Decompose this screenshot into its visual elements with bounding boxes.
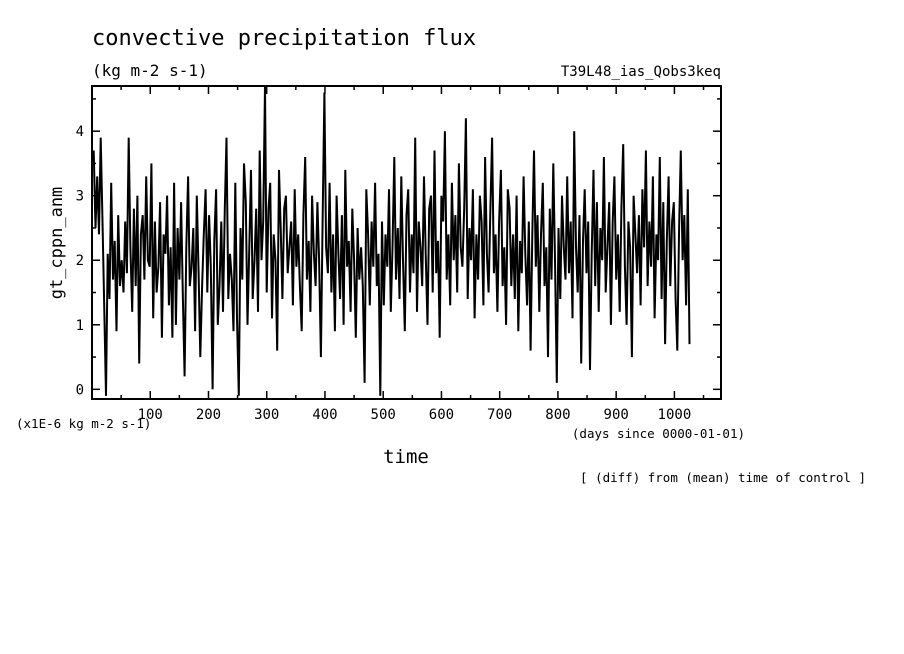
x-tick-label: 300 — [254, 407, 279, 423]
plot-area — [92, 85, 691, 396]
x-tick-label: 700 — [487, 407, 512, 423]
y-tick-label: 1 — [76, 318, 84, 334]
series-line-0 — [92, 85, 691, 396]
plot-frame — [91, 85, 722, 400]
chart-title: convective precipitation flux — [92, 26, 476, 51]
x-tick-label: 100 — [138, 407, 163, 423]
footnote: [ (diff) from (mean) time of control ] — [580, 470, 866, 485]
chart-units: (kg m-2 s-1) — [92, 61, 208, 80]
y-tick-label: 4 — [76, 124, 84, 140]
y-scale-note: (x1E-6 kg m-2 s-1) — [16, 416, 151, 431]
x-tick-label: 500 — [371, 407, 396, 423]
x-axis-ticks: 100 200 300 400 500 600 700 800 900 1000 — [120, 86, 705, 423]
x-tick-label: 1000 — [658, 407, 692, 423]
y-tick-label: 0 — [76, 382, 84, 398]
x-tick-label: 900 — [604, 407, 629, 423]
x-tick-label: 800 — [545, 407, 570, 423]
y-axis-ticks: 0 1 2 3 4 — [76, 98, 721, 398]
y-tick-label: 2 — [76, 253, 84, 269]
x-axis-label: time — [383, 446, 429, 468]
x-tick-label: 200 — [196, 407, 221, 423]
x-units: (days since 0000-01-01) — [572, 426, 745, 441]
x-tick-label: 600 — [429, 407, 454, 423]
y-axis-label: gt_cppn_anm — [47, 187, 67, 300]
y-tick-label: 3 — [76, 189, 84, 205]
x-tick-label: 400 — [312, 407, 337, 423]
experiment-label: T39L48_ias_Qobs3keq — [561, 64, 721, 80]
